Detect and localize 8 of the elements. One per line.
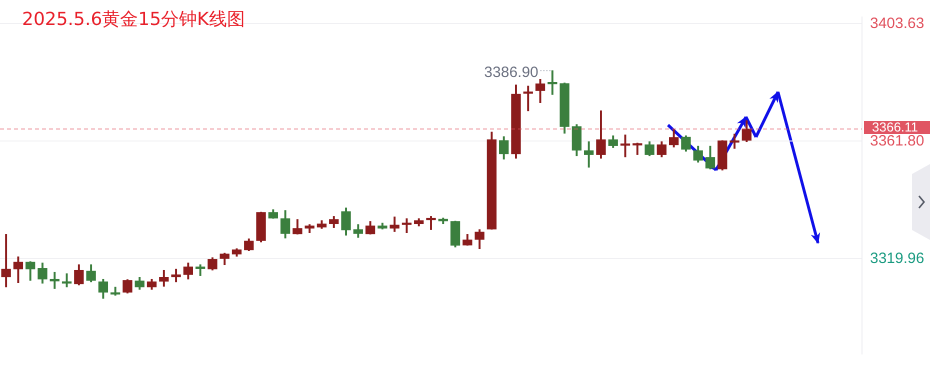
ref-line-label: 3366.11 [872, 120, 918, 135]
chart-title: 2025.5.6黄金15分钟K线图 [22, 8, 245, 31]
candlestick [523, 86, 533, 112]
candlestick [548, 70, 558, 95]
annotation: 3386.90 [484, 64, 538, 81]
y-tick-label: 3403.63 [870, 14, 924, 32]
y-tick-label: 3361.80 [870, 132, 924, 150]
y-tick-label: 3319.96 [870, 250, 924, 267]
